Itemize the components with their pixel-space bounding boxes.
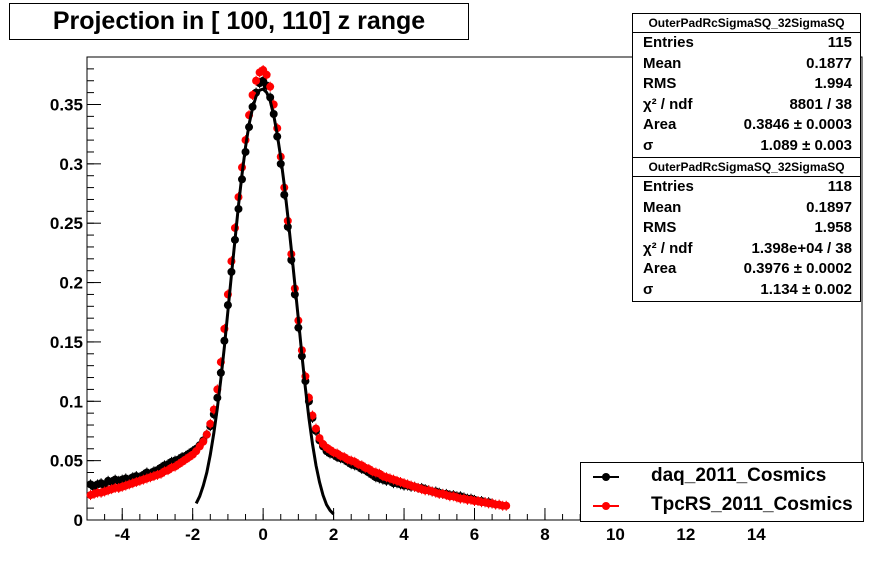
data-point [206, 419, 215, 428]
legend-entry-tpcrs: TpcRS_2011_Cosmics [581, 492, 863, 520]
x-tick-label: -2 [185, 525, 200, 544]
y-tick-label: 0.05 [50, 452, 83, 471]
stats-row-mean: Mean 0.1877 [643, 54, 852, 72]
stats-row-chi2: χ² / ndf 1.398e+04 / 38 [643, 239, 852, 257]
data-point [266, 82, 275, 91]
y-tick-label: 0.25 [50, 214, 83, 233]
x-tick-label: 8 [540, 525, 549, 544]
legend-marker-daq [593, 473, 619, 481]
legend: daq_2011_Cosmics TpcRS_2011_Cosmics [580, 462, 864, 522]
data-point [311, 424, 320, 433]
stats-row-sigma: σ 1.134 ± 0.002 [643, 280, 852, 298]
y-tick-label: 0.15 [50, 333, 83, 352]
x-tick-label: 12 [676, 525, 695, 544]
data-point [202, 430, 211, 439]
stats-row-entries: Entries 115 [643, 34, 852, 51]
chart-title: Projection in [ 100, 110] z range [9, 3, 469, 40]
y-tick-label: 0 [74, 511, 83, 530]
data-point [252, 76, 261, 85]
legend-label-tpcrs: TpcRS_2011_Cosmics [651, 494, 853, 515]
y-tick-label: 0.2 [59, 274, 83, 293]
x-tick-label: 4 [399, 525, 409, 544]
legend-label-daq: daq_2011_Cosmics [651, 465, 827, 486]
series-tpcrs-2011-cosmics [86, 65, 511, 511]
stats-row-area: Area 0.3846 ± 0.0003 [643, 116, 852, 134]
stats-row-sigma: σ 1.089 ± 0.003 [643, 136, 852, 154]
data-point [199, 437, 208, 446]
stats-box-tpcrs: OuterPadRcSigmaSQ_32SigmaSQ Entries 118 M… [632, 157, 861, 302]
data-point [315, 434, 324, 443]
legend-entry-daq: daq_2011_Cosmics [581, 463, 863, 491]
data-point [502, 501, 511, 510]
x-tick-label: 2 [329, 525, 338, 544]
stats-row-rms: RMS 1.958 [643, 219, 852, 237]
stats-row-area: Area 0.3976 ± 0.0002 [643, 260, 852, 278]
stats-row-chi2: χ² / ndf 8801 / 38 [643, 95, 852, 113]
y-tick-label: 0.1 [59, 392, 83, 411]
stats-header: OuterPadRcSigmaSQ_32SigmaSQ [633, 14, 860, 33]
x-tick-label: 14 [747, 525, 766, 544]
stats-header: OuterPadRcSigmaSQ_32SigmaSQ [633, 158, 860, 177]
stats-row-entries: Entries 118 [643, 178, 852, 195]
stats-box-daq: OuterPadRcSigmaSQ_32SigmaSQ Entries 115 M… [632, 13, 861, 158]
stats-row-mean: Mean 0.1897 [643, 198, 852, 216]
fit-line-daq-2011-cosmics-fit [194, 87, 335, 516]
data-marks [86, 65, 511, 516]
data-point [308, 411, 317, 420]
tick-labels: -4 -2 0 2 4 6 8 10 12 14 0 0.05 0.1 0.15 0.2 0.25 0.3 0.3… [50, 95, 766, 544]
x-tick-label: 6 [470, 525, 479, 544]
x-tick-label: -4 [115, 525, 131, 544]
y-tick-label: 0.35 [50, 95, 83, 114]
x-tick-label: 10 [606, 525, 625, 544]
x-tick-label: 0 [258, 525, 267, 544]
y-tick-label: 0.3 [59, 155, 83, 174]
stats-row-rms: RMS 1.994 [643, 75, 852, 93]
legend-marker-tpcrs [593, 502, 619, 510]
data-point [262, 70, 271, 79]
